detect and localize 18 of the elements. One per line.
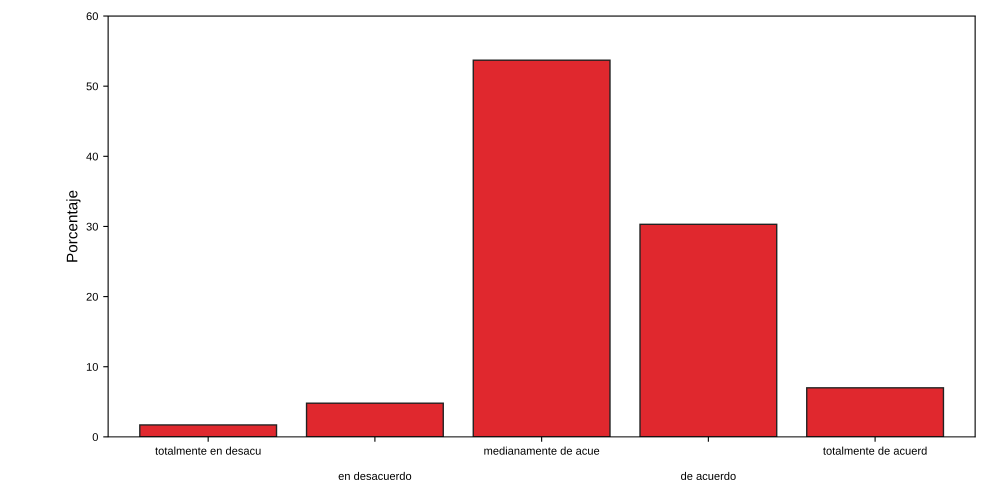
x-tick-label: en desacuerdo <box>338 472 412 480</box>
y-tick-label: 0 <box>92 433 98 442</box>
y-tick-label: 40 <box>86 152 98 160</box>
y-tick-label: 20 <box>86 292 98 301</box>
bar <box>139 424 278 437</box>
y-tick-label: 60 <box>86 12 98 20</box>
y-tick-label: 30 <box>86 222 98 231</box>
x-tick-label: de acuerdo <box>681 472 736 480</box>
bar <box>472 60 611 437</box>
x-tick-label: totalmente en desacu <box>155 446 261 455</box>
x-tick-label: medianamente de acue <box>484 446 600 455</box>
bar <box>306 402 444 437</box>
y-tick-label: 10 <box>86 363 98 371</box>
y-tick-label: 50 <box>86 82 98 90</box>
bar <box>639 224 778 437</box>
x-tick-label: totalmente de acuerd <box>823 446 927 455</box>
bar <box>806 387 944 437</box>
y-axis-title: Porcentaje <box>66 190 80 262</box>
